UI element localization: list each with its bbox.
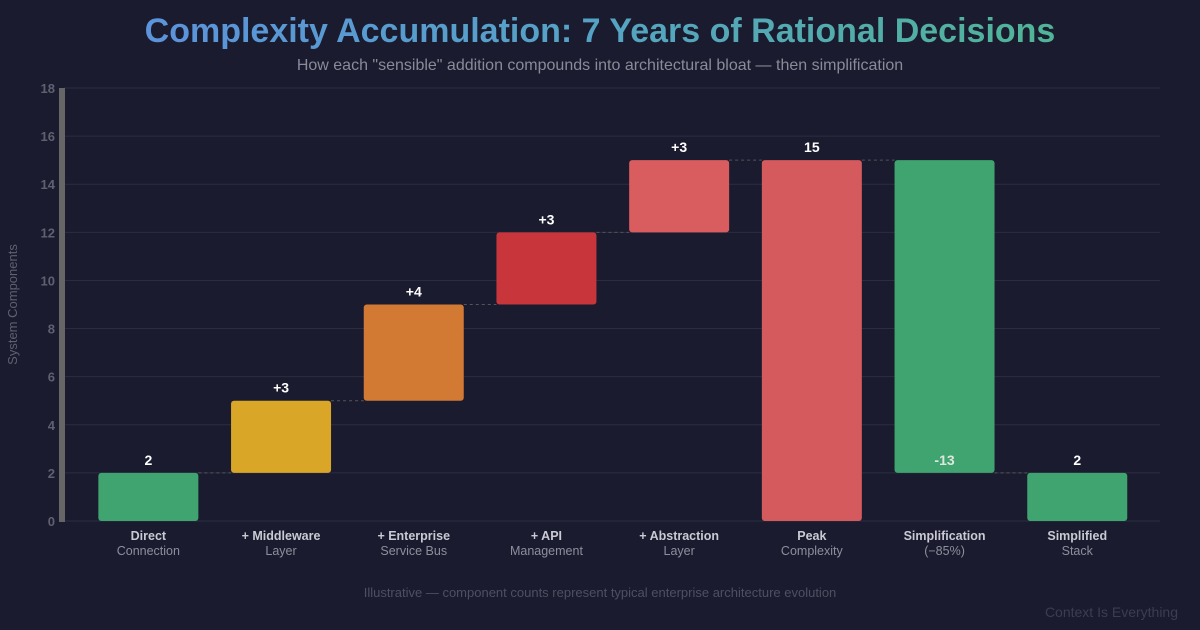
bar bbox=[1027, 472, 1128, 521]
chart-title: Complexity Accumulation: 7 Years of Rati… bbox=[0, 12, 1200, 51]
y-tick-label: 14 bbox=[41, 177, 56, 192]
x-tick-label: Simplification bbox=[904, 529, 986, 543]
x-tick-sublabel: Layer bbox=[265, 544, 296, 558]
y-tick-label: 16 bbox=[41, 129, 55, 144]
bar-value-label: -13 bbox=[934, 452, 954, 468]
x-tick-label: Simplified bbox=[1047, 529, 1107, 543]
bar bbox=[761, 160, 862, 521]
y-tick-label: 18 bbox=[41, 81, 55, 96]
x-tick-sublabel: Connection bbox=[117, 544, 180, 558]
x-tick-sublabel: Layer bbox=[664, 544, 695, 558]
bar-value-label: +3 bbox=[671, 139, 687, 155]
bar bbox=[894, 160, 995, 473]
bar-value-label: 2 bbox=[144, 452, 152, 468]
y-tick-label: 2 bbox=[48, 466, 55, 481]
footnote: Illustrative — component counts represen… bbox=[363, 585, 837, 600]
bar bbox=[98, 472, 199, 521]
bar-value-label: 15 bbox=[804, 139, 820, 155]
y-axis-label: System Components bbox=[5, 244, 20, 365]
x-tick-label: + Middleware bbox=[242, 529, 321, 543]
brand-watermark: Context Is Everything bbox=[1044, 604, 1178, 620]
y-tick-label: 12 bbox=[41, 225, 55, 240]
bar-value-label: 2 bbox=[1073, 452, 1081, 468]
bar-value-label: +3 bbox=[273, 380, 289, 396]
x-tick-label: Peak bbox=[797, 529, 826, 543]
bar bbox=[629, 160, 730, 233]
x-tick-label: + API bbox=[531, 529, 562, 543]
bar-value-label: +3 bbox=[538, 211, 554, 227]
bar-value-label: +4 bbox=[406, 284, 422, 300]
bar bbox=[496, 232, 597, 305]
x-tick-label: + Abstraction bbox=[639, 529, 719, 543]
y-tick-label: 4 bbox=[48, 418, 56, 433]
bar bbox=[363, 304, 464, 401]
y-tick-label: 6 bbox=[48, 370, 55, 385]
y-tick-label: 0 bbox=[48, 514, 55, 529]
y-tick-label: 10 bbox=[41, 273, 55, 288]
x-tick-sublabel: Stack bbox=[1062, 544, 1094, 558]
bar bbox=[231, 400, 332, 473]
x-tick-sublabel: Complexity bbox=[781, 544, 844, 558]
x-tick-label: Direct bbox=[131, 529, 167, 543]
y-tick-label: 8 bbox=[48, 322, 55, 337]
y-axis-line bbox=[59, 88, 65, 522]
x-tick-sublabel: (−85%) bbox=[924, 544, 965, 558]
x-tick-sublabel: Service Bus bbox=[380, 544, 447, 558]
x-tick-sublabel: Management bbox=[510, 544, 583, 558]
chart-subtitle: How each "sensible" addition compounds i… bbox=[296, 57, 904, 74]
x-tick-label: + Enterprise bbox=[377, 529, 450, 543]
